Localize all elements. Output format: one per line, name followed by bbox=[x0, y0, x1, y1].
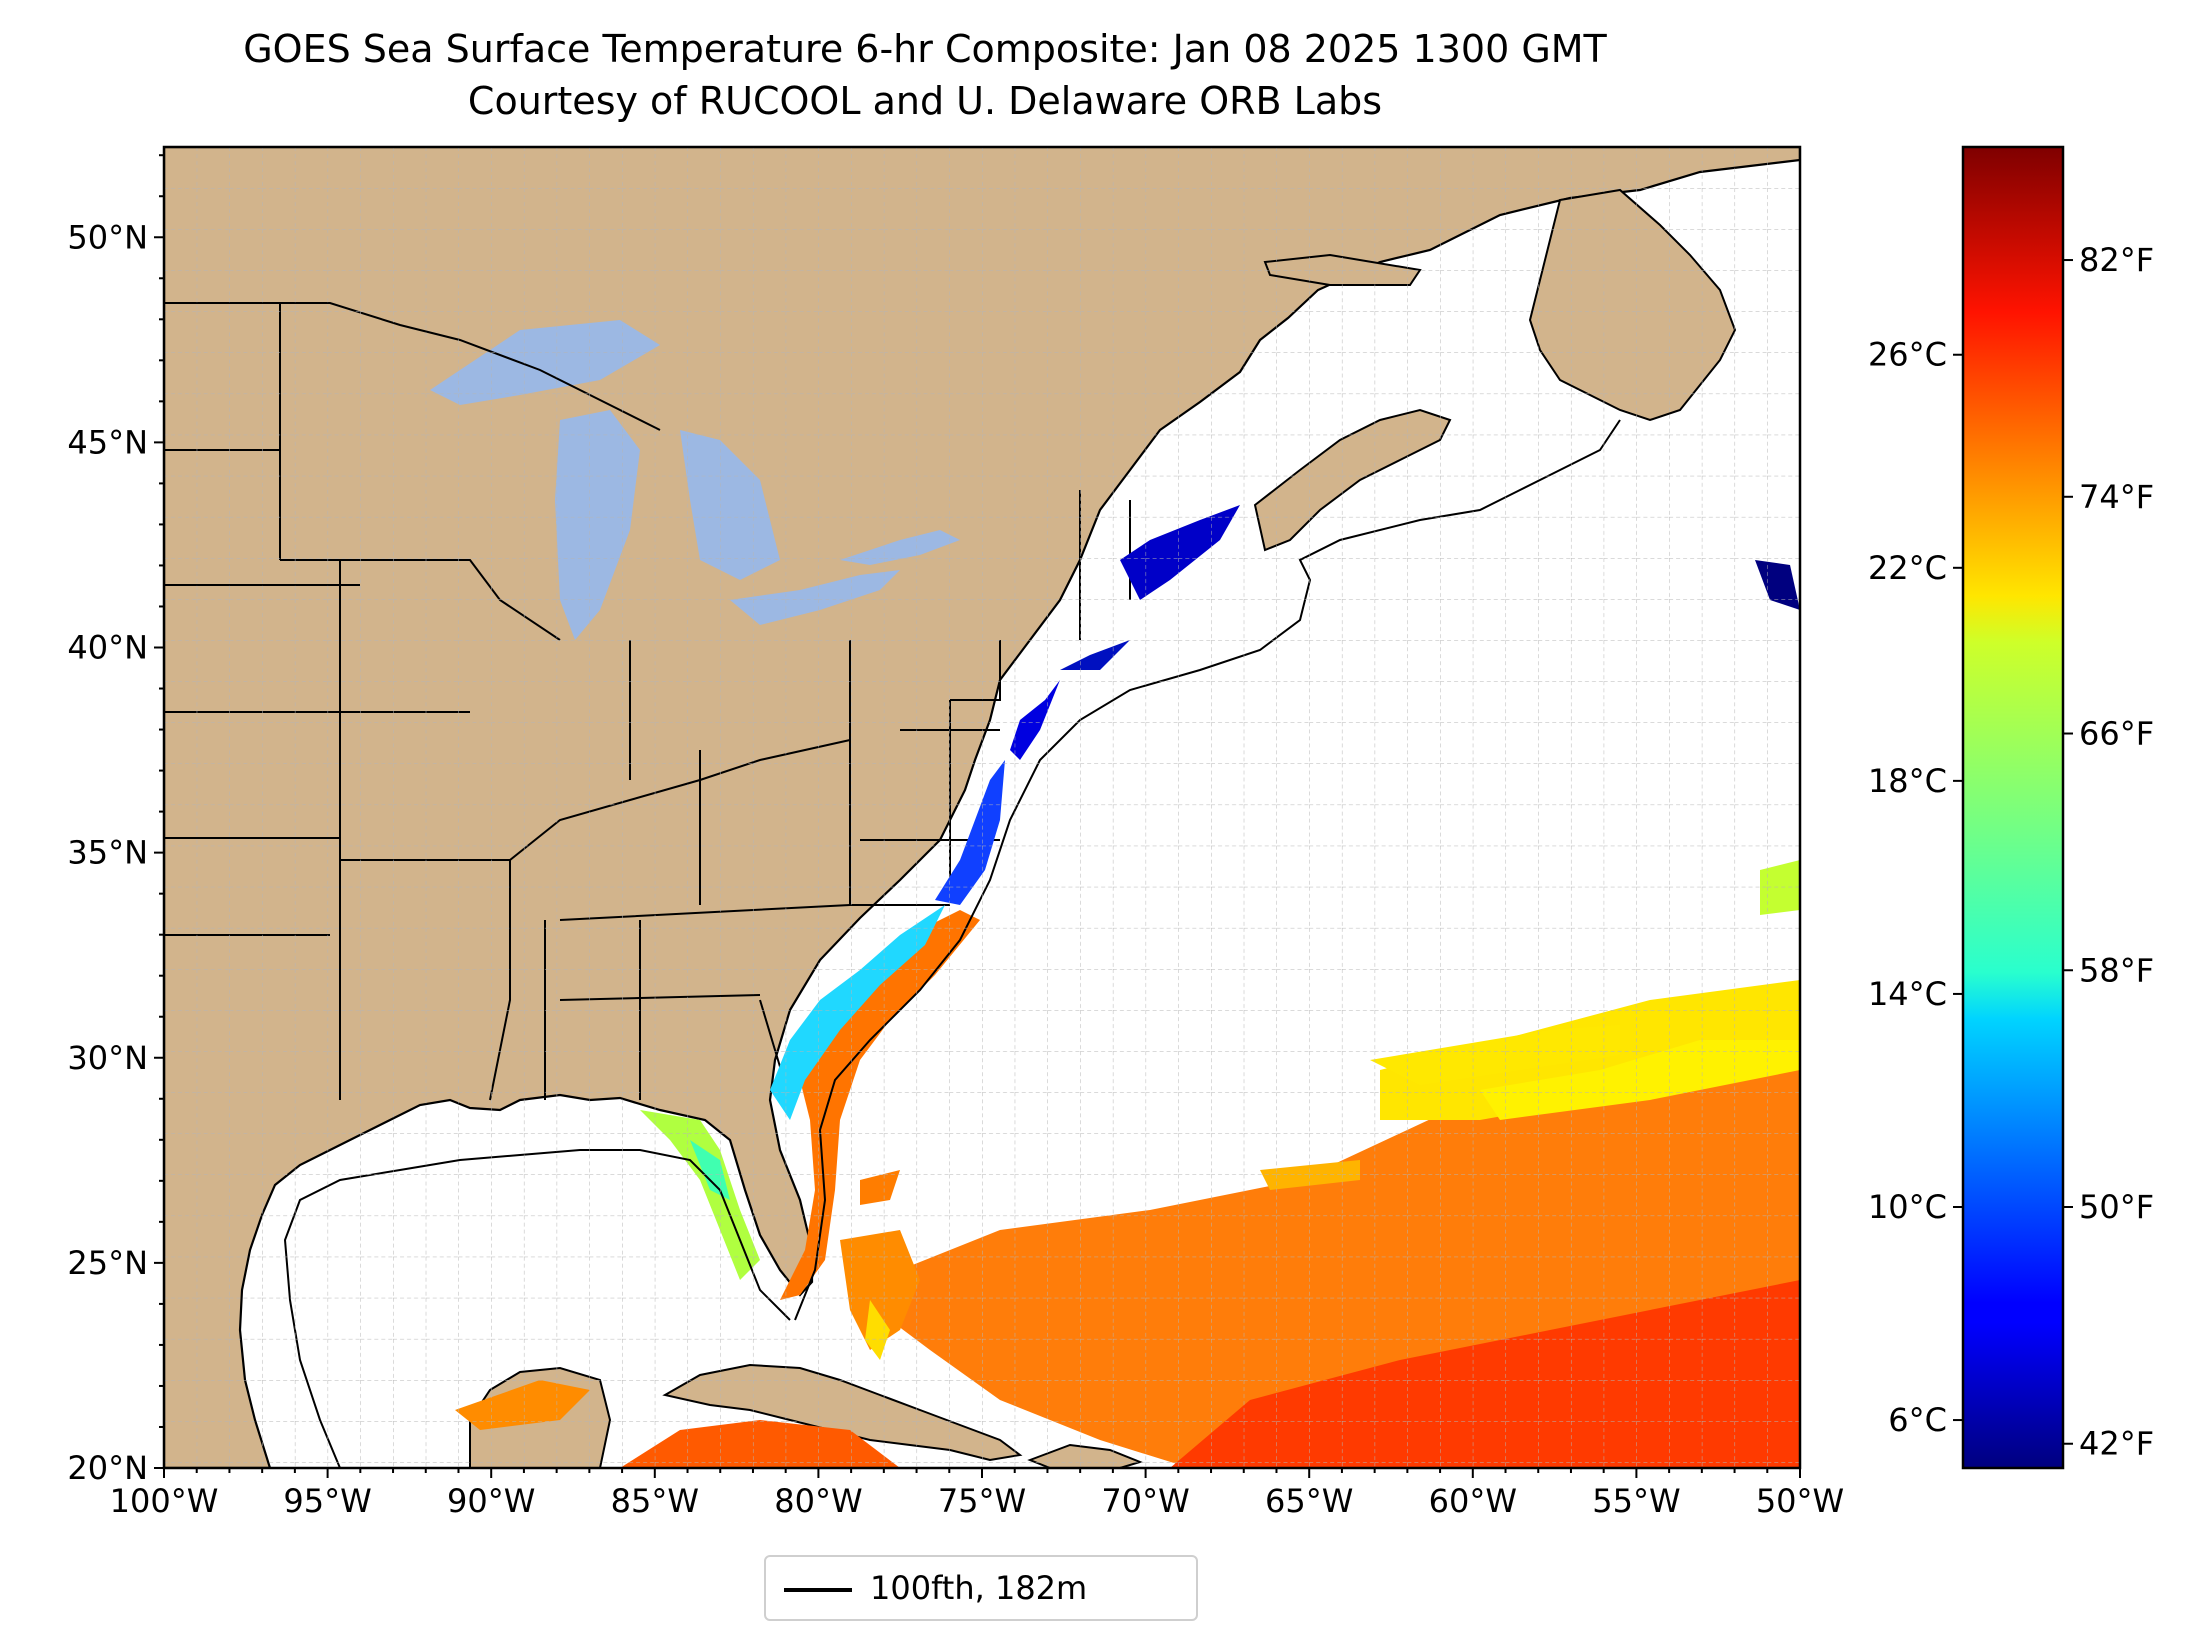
colorbar-gradient bbox=[1961, 145, 2065, 1470]
lat-tick-label: 20°N bbox=[67, 1449, 148, 1487]
colorbar-celsius-label: 26°C bbox=[1868, 336, 1947, 374]
lon-axis: 100°W 95°W 90°W 85°W 80°W 75°W 70°W 65°W 60°W 55°… bbox=[110, 1468, 1844, 1520]
lon-tick-label: 65°W bbox=[1265, 1482, 1353, 1520]
colorbar-fahrenheit-label: 58°F bbox=[2079, 951, 2154, 989]
lat-tick-label: 25°N bbox=[67, 1244, 148, 1282]
colorbar-fahrenheit-ticks: 42°F 50°F 58°F 66°F 74°F 82°F bbox=[2063, 241, 2154, 1463]
colorbar: 6°C 10°C 14°C 18°C 22°C 26°C 42°F 50°F 58°F 66°F… bbox=[1868, 145, 2154, 1470]
colorbar-fahrenheit-label: 42°F bbox=[2079, 1425, 2154, 1463]
colorbar-fahrenheit-label: 74°F bbox=[2079, 478, 2154, 516]
lat-tick-label: 40°N bbox=[67, 629, 148, 667]
map-title: GOES Sea Surface Temperature 6-hr Compos… bbox=[243, 27, 1607, 71]
map-subtitle: Courtesy of RUCOOL and U. Delaware ORB L… bbox=[467, 79, 1383, 123]
lat-axis: 20°N 25°N 30°N 35°N 40°N 45°N 50°N bbox=[67, 154, 164, 1487]
colorbar-fahrenheit-label: 50°F bbox=[2079, 1188, 2154, 1226]
colorbar-celsius-label: 6°C bbox=[1888, 1401, 1947, 1439]
lon-tick-label: 85°W bbox=[611, 1482, 699, 1520]
colorbar-fahrenheit-label: 82°F bbox=[2079, 241, 2154, 279]
lat-tick-label: 35°N bbox=[67, 834, 148, 872]
lon-tick-label: 60°W bbox=[1429, 1482, 1517, 1520]
lon-tick-label: 50°W bbox=[1756, 1482, 1844, 1520]
colorbar-celsius-label: 22°C bbox=[1868, 549, 1947, 587]
lon-tick-label: 80°W bbox=[774, 1482, 862, 1520]
lon-tick-label: 90°W bbox=[447, 1482, 535, 1520]
map-panel bbox=[164, 147, 1800, 1468]
colorbar-fahrenheit-label: 66°F bbox=[2079, 715, 2154, 753]
graticule bbox=[164, 147, 1800, 1468]
lon-tick-label: 75°W bbox=[938, 1482, 1026, 1520]
lon-tick-label: 95°W bbox=[283, 1482, 371, 1520]
lon-tick-label: 70°W bbox=[1101, 1482, 1189, 1520]
lat-tick-label: 45°N bbox=[67, 423, 148, 461]
colorbar-celsius-label: 10°C bbox=[1868, 1188, 1947, 1226]
legend-line-sample bbox=[784, 1588, 852, 1592]
colorbar-celsius-label: 14°C bbox=[1868, 975, 1947, 1013]
lat-tick-label: 30°N bbox=[67, 1039, 148, 1077]
map-legend: 100fth, 182m bbox=[764, 1555, 1198, 1621]
colorbar-celsius-label: 18°C bbox=[1868, 762, 1947, 800]
colorbar-celsius-ticks: 6°C 10°C 14°C 18°C 22°C 26°C bbox=[1868, 336, 1963, 1439]
lon-tick-label: 100°W bbox=[110, 1482, 219, 1520]
lon-tick-label: 55°W bbox=[1592, 1482, 1680, 1520]
lat-tick-label: 50°N bbox=[67, 218, 148, 256]
legend-label: 100fth, 182m bbox=[870, 1569, 1088, 1607]
